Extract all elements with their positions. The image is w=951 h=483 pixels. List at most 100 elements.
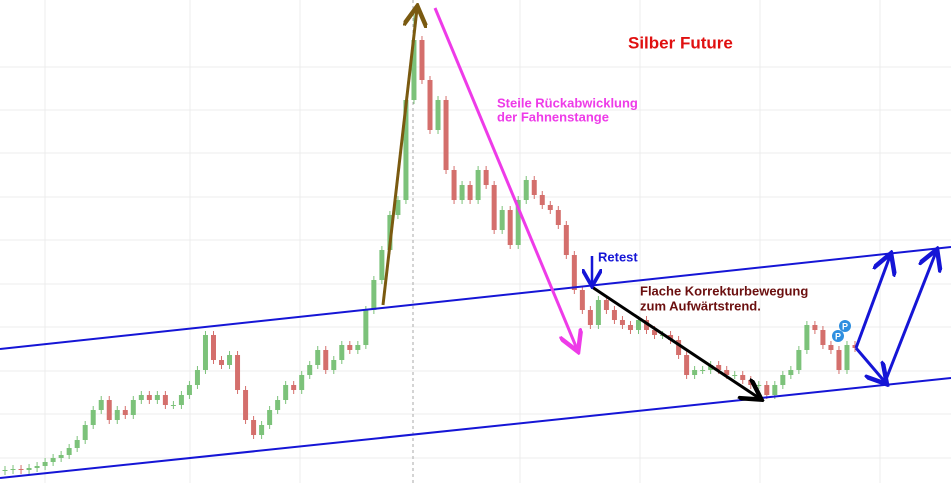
candle-body <box>363 310 369 345</box>
candle-body <box>154 395 160 400</box>
candle-body <box>844 345 850 370</box>
candle-body <box>219 360 225 365</box>
flagpole-arrow <box>381 9 417 306</box>
candle-body <box>523 180 529 200</box>
candle-body <box>716 365 722 370</box>
candle-body <box>2 470 8 471</box>
candle-body <box>531 180 537 195</box>
candle-body <box>210 335 216 360</box>
candle-body <box>603 300 609 310</box>
candle-body <box>114 410 120 420</box>
candle-body <box>355 345 361 350</box>
channel-arrow <box>883 252 936 383</box>
annotation: Retest <box>598 249 638 264</box>
channel-arrow <box>854 347 885 382</box>
candle-body <box>451 170 457 200</box>
candle-body <box>194 370 200 385</box>
marker-label[interactable]: P <box>842 321 848 331</box>
candle-body <box>243 390 249 420</box>
candle-body <box>267 410 273 425</box>
candle-body <box>499 210 505 230</box>
candle-body <box>323 350 329 370</box>
annotation: der Fahnenstange <box>497 109 609 124</box>
candle-body <box>50 458 56 462</box>
candle-body <box>748 380 754 385</box>
candle-body <box>563 225 569 255</box>
candle-body <box>443 100 449 170</box>
upper-channel <box>0 246 951 350</box>
channel-arrow <box>854 256 890 349</box>
candle-body <box>371 280 377 310</box>
candle-body <box>227 355 233 365</box>
candle-body <box>804 325 810 350</box>
candle-body <box>491 185 497 230</box>
candle-body <box>74 440 80 448</box>
decline-arrow <box>433 7 577 349</box>
candle-body <box>411 40 417 100</box>
candle-body <box>539 195 545 205</box>
candle-body <box>796 350 802 370</box>
candle-body <box>732 375 738 376</box>
candle-body <box>587 310 593 325</box>
candle-body <box>627 325 633 330</box>
candle-body <box>122 410 128 415</box>
candle-body <box>676 340 682 355</box>
candles <box>2 8 858 475</box>
candle-body <box>684 355 690 375</box>
candle-body <box>507 210 513 245</box>
candle-body <box>90 410 96 425</box>
candle-body <box>740 375 746 380</box>
candle-body <box>611 310 617 320</box>
candle-body <box>178 395 184 405</box>
annotation: Flache Korrekturbewegung <box>640 283 808 298</box>
candle-body <box>595 300 601 325</box>
candle-body <box>403 100 409 200</box>
candle-body <box>836 350 842 370</box>
candle-body <box>130 400 136 415</box>
candle-body <box>66 448 72 455</box>
candle-body <box>764 385 770 395</box>
candle-body <box>475 170 481 200</box>
candle-body <box>828 345 834 350</box>
candle-body <box>146 395 152 400</box>
candle-body <box>251 420 257 435</box>
candle-body <box>18 469 24 470</box>
candle-body <box>331 360 337 370</box>
candle-body <box>555 210 561 225</box>
candle-body <box>459 185 465 200</box>
annotation: zum Aufwärtstrend. <box>640 298 761 313</box>
candle-body <box>395 200 401 215</box>
candle-body <box>700 370 706 371</box>
candle-body <box>34 466 40 468</box>
candle-body <box>98 400 104 410</box>
candle-body <box>435 100 441 130</box>
candle-body <box>347 345 353 350</box>
marker-badge[interactable] <box>832 330 844 342</box>
candle-body <box>307 365 313 375</box>
annotation: Steile Rückabwicklung <box>497 95 638 110</box>
candle-body <box>186 385 192 395</box>
candle-body <box>756 385 762 386</box>
marker-badge[interactable] <box>839 320 851 332</box>
lower-channel <box>0 377 951 479</box>
candle-body <box>170 405 176 406</box>
candle-body <box>547 205 553 210</box>
marker-label[interactable]: P <box>835 331 841 341</box>
candle-body <box>635 320 641 330</box>
candle-body <box>82 425 88 440</box>
chart-title: Silber Future <box>628 33 733 52</box>
candle-body <box>106 400 112 420</box>
candle-body <box>619 320 625 325</box>
candle-body <box>579 290 585 310</box>
candle-body <box>162 395 168 405</box>
candle-body <box>820 330 826 345</box>
candle-body <box>235 355 241 390</box>
correction-arrow <box>591 285 759 398</box>
candle-body <box>780 375 786 385</box>
candle-body <box>427 80 433 130</box>
candle-body <box>339 345 345 360</box>
candle-body <box>283 385 289 400</box>
candle-body <box>291 385 297 390</box>
candle-body <box>10 469 16 470</box>
